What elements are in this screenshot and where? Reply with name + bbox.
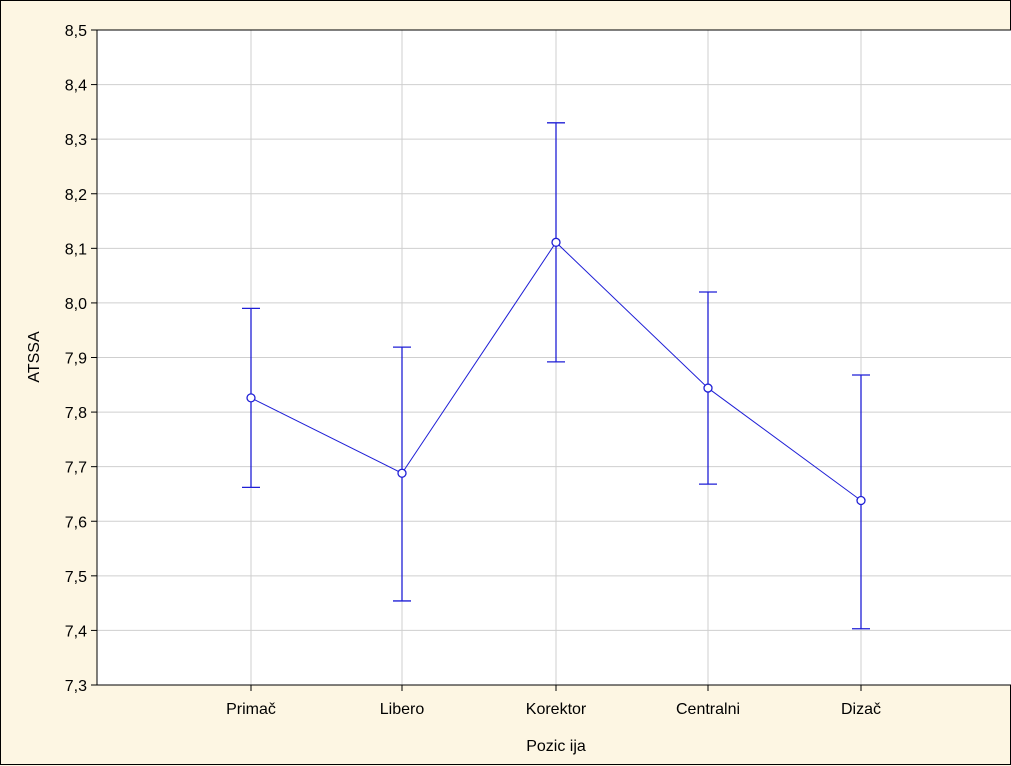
x-tick-label: Primač xyxy=(226,701,276,718)
plot-border xyxy=(96,29,1011,686)
mean-point xyxy=(397,468,407,478)
x-axis-label: Pozic ija xyxy=(526,738,586,755)
x-tick-label: Korektor xyxy=(526,701,587,718)
y-axis-ticks: 7,3 7,4 7,5 7,6 7,7 7,8 7,9 8,0 8,1 8,2 8,3 8,4 8,5 xyxy=(65,23,97,695)
y-tick-label: 8,2 xyxy=(65,187,87,204)
mean-point xyxy=(856,495,866,506)
y-tick-label: 7,7 xyxy=(65,460,87,477)
x-tick-label: Centralni xyxy=(676,701,740,718)
y-tick-label: 7,6 xyxy=(65,514,87,531)
y-axis-label: ATSSA xyxy=(26,331,43,383)
mean-point xyxy=(551,237,561,247)
mean-point xyxy=(246,393,256,403)
mean-point xyxy=(703,383,713,393)
y-tick-label: 7,9 xyxy=(65,351,87,368)
x-axis-ticks: Primač Libero Korektor Centralni Dizač xyxy=(226,685,881,718)
x-tick-label: Dizač xyxy=(841,701,881,718)
y-tick-label: 8,0 xyxy=(65,296,87,313)
x-tick-label: Libero xyxy=(380,701,425,718)
y-tick-label: 8,1 xyxy=(65,241,87,258)
y-tick-label: 8,3 xyxy=(65,132,87,149)
y-tick-label: 7,4 xyxy=(65,623,87,640)
y-tick-label: 7,8 xyxy=(65,405,87,422)
y-tick-label: 8,4 xyxy=(65,78,87,95)
y-tick-label: 7,5 xyxy=(65,569,87,586)
series-group xyxy=(242,122,870,630)
y-tick-label: 7,3 xyxy=(65,678,87,695)
y-tick-label: 8,5 xyxy=(65,23,87,40)
